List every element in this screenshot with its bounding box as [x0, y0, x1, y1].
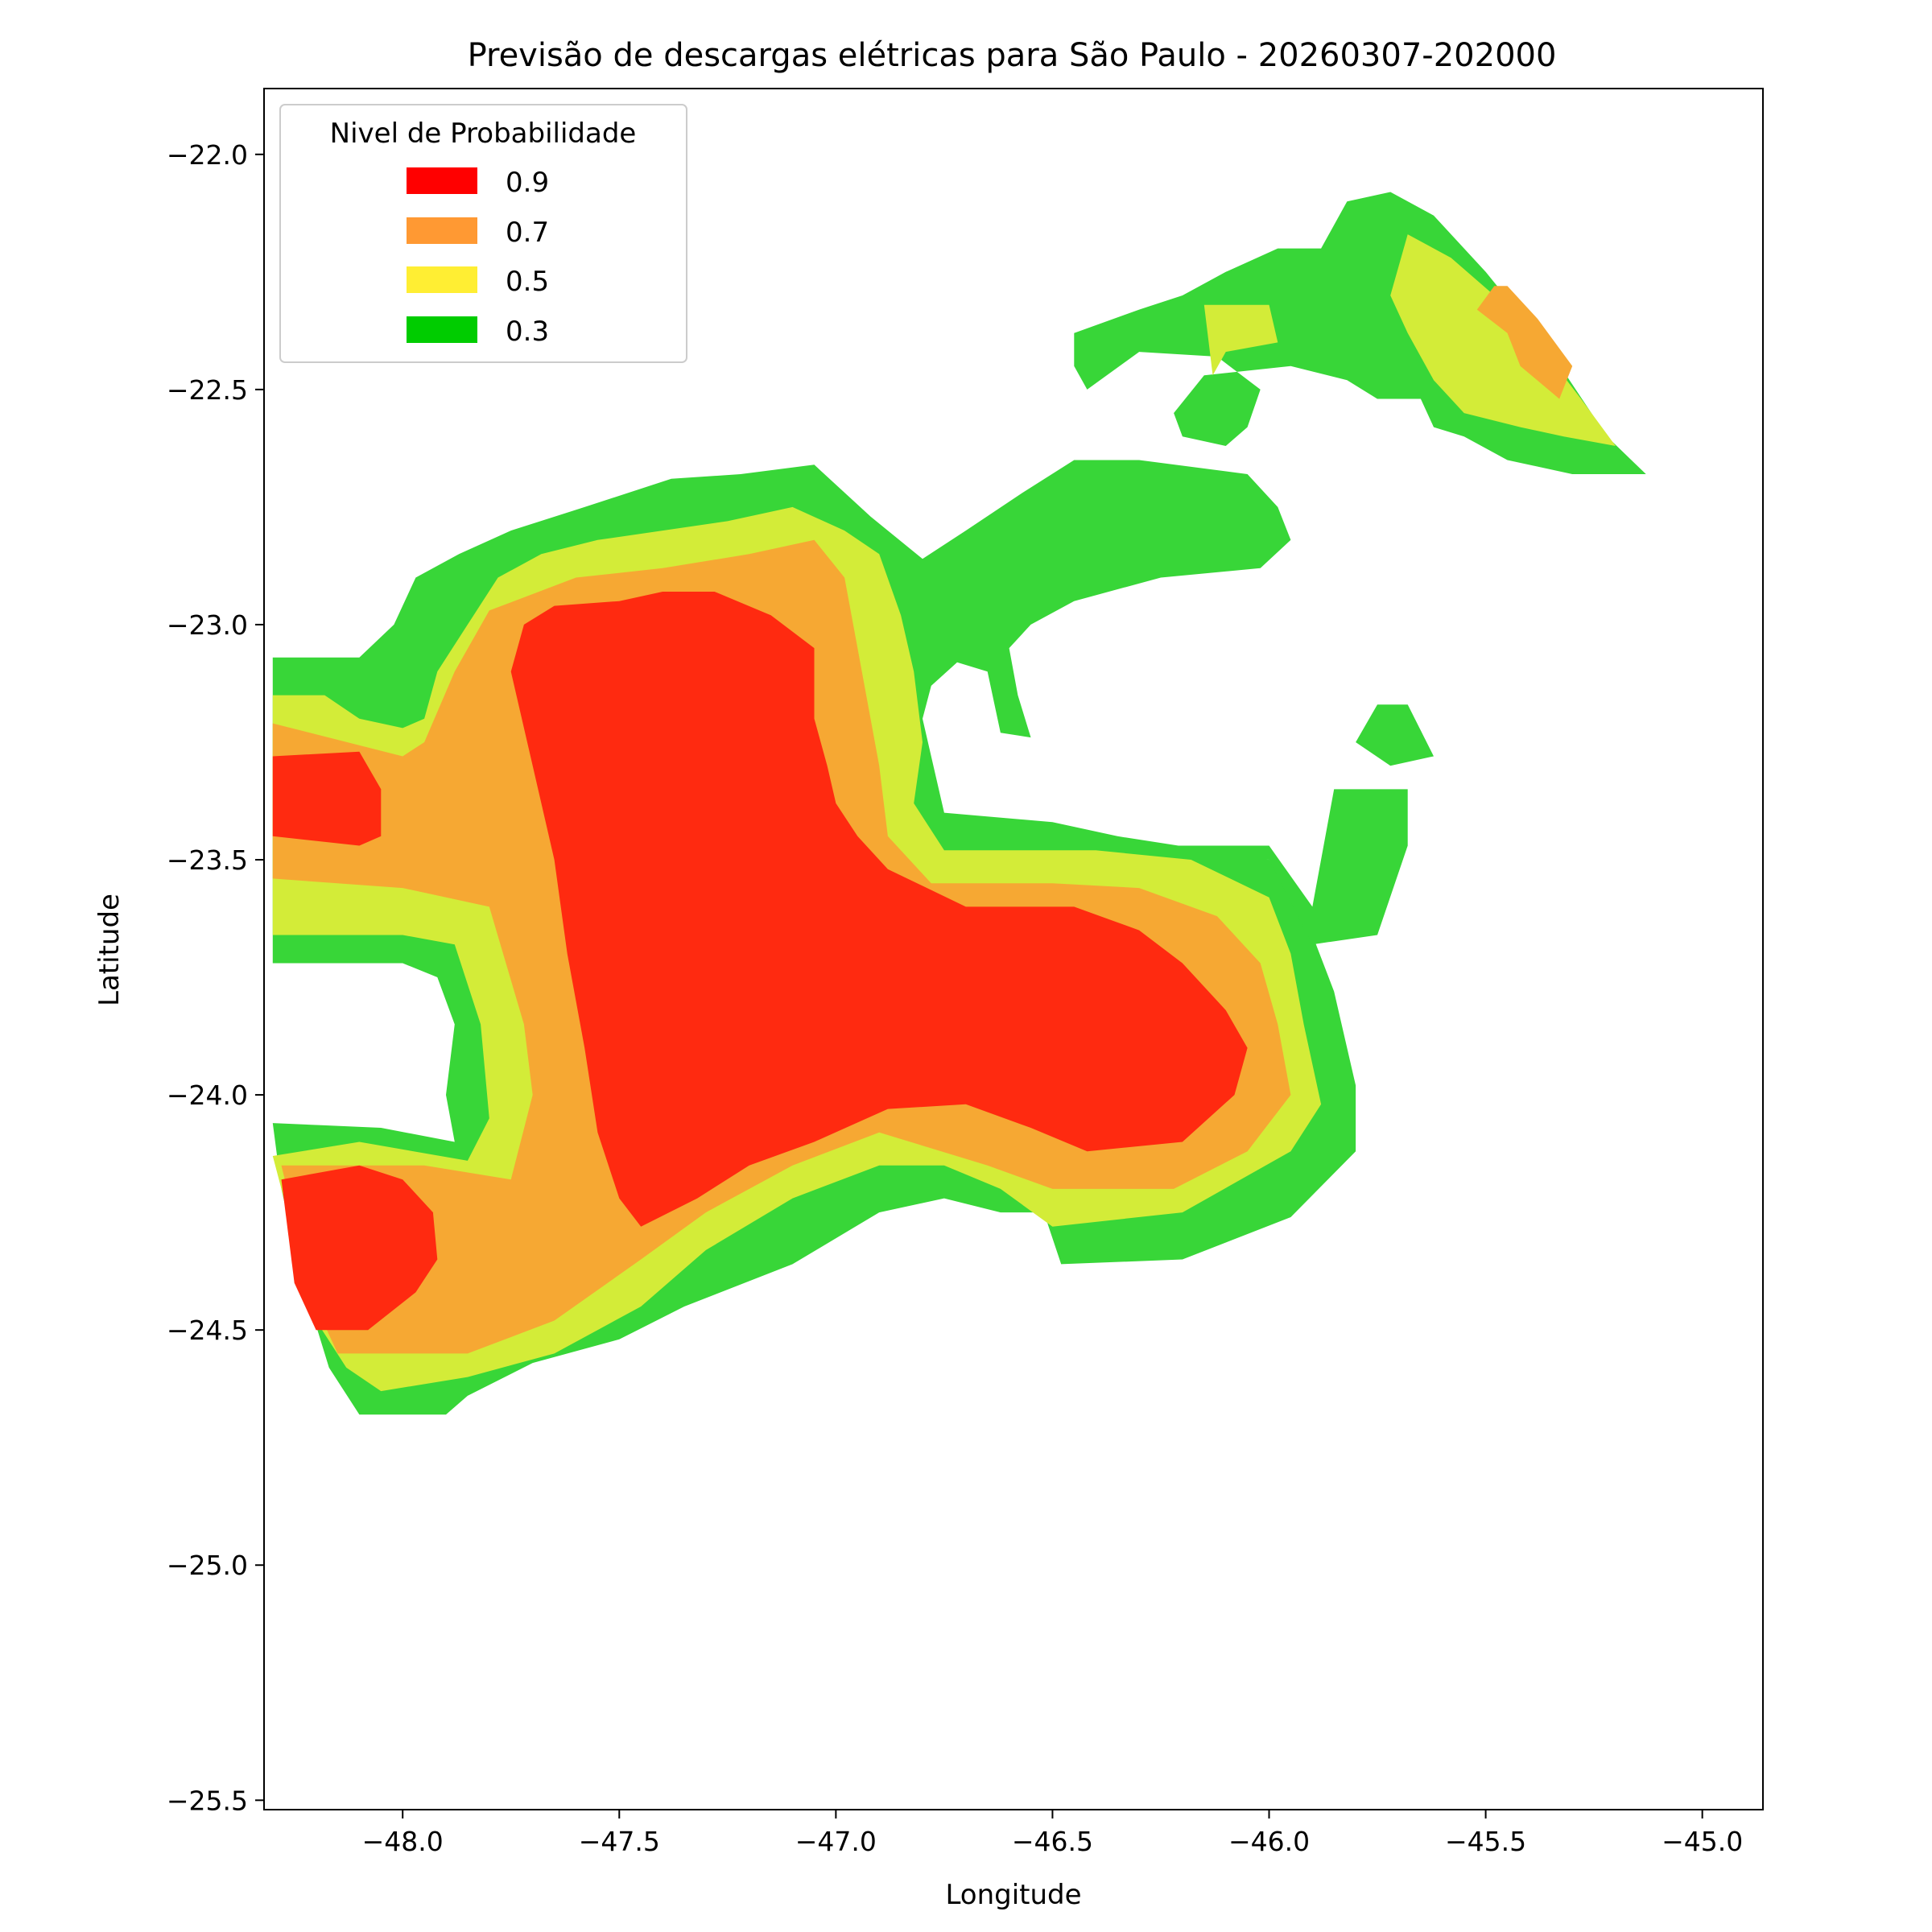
contour-regions: [272, 192, 1646, 1415]
y-tick-label: −25.0: [167, 1550, 248, 1581]
x-tick-label: −48.0: [362, 1826, 444, 1857]
y-axis-label: Latitude: [93, 894, 126, 1006]
x-tick-label: −45.5: [1445, 1826, 1526, 1857]
x-axis: −48.0 −47.5 −47.0 −46.5 −46.0 −45.5 −45.0: [362, 1810, 1743, 1857]
y-tick-label: −23.0: [167, 609, 248, 641]
contour-region-0.3-2: [1356, 704, 1434, 766]
legend-label-0.7: 0.7: [506, 217, 549, 249]
legend-swatch-0.3: [407, 316, 477, 343]
x-tick-label: −45.0: [1662, 1826, 1743, 1857]
x-tick-label: −46.0: [1228, 1826, 1310, 1857]
x-tick-label: −47.5: [579, 1826, 660, 1857]
chart-title: Previsão de descargas elétricas para São…: [468, 37, 1557, 74]
x-tick-label: −47.0: [795, 1826, 877, 1857]
y-tick-label: −23.5: [167, 844, 248, 876]
legend-swatch-0.7: [407, 217, 477, 244]
plot-frame: [263, 88, 1764, 1810]
y-axis: −22.0 −22.5 −23.0 −23.5 −24.0 −24.5 −25.0 −25.5: [167, 139, 264, 1816]
legend-label-0.9: 0.9: [506, 167, 549, 199]
legend-label-0.3: 0.3: [506, 316, 549, 348]
contour-region-0.9-10: [281, 1165, 438, 1331]
contour-region-0.9-11: [510, 592, 1248, 1227]
y-tick-label: −22.5: [167, 374, 248, 406]
legend-label-0.5: 0.5: [506, 266, 549, 298]
x-tick-label: −46.5: [1012, 1826, 1093, 1857]
y-tick-label: −24.0: [167, 1080, 248, 1111]
legend-box: [279, 104, 687, 363]
contour-region-0.3-1: [1061, 789, 1408, 945]
contour-region-0.9-9: [272, 751, 382, 846]
x-axis-label: Longitude: [945, 1879, 1081, 1911]
legend: Nivel de Probabilidade 0.9 0.7 0.5 0.3: [279, 104, 687, 363]
legend-title: Nivel de Probabilidade: [330, 118, 637, 150]
y-tick-label: −24.5: [167, 1315, 248, 1346]
contour-region-0.7-8: [1476, 286, 1573, 399]
y-tick-label: −25.5: [167, 1785, 248, 1816]
legend-swatch-0.5: [407, 266, 477, 293]
contour-region-0.5-5: [1203, 304, 1278, 376]
y-tick-label: −22.0: [167, 139, 248, 171]
legend-swatch-0.9: [407, 167, 477, 194]
